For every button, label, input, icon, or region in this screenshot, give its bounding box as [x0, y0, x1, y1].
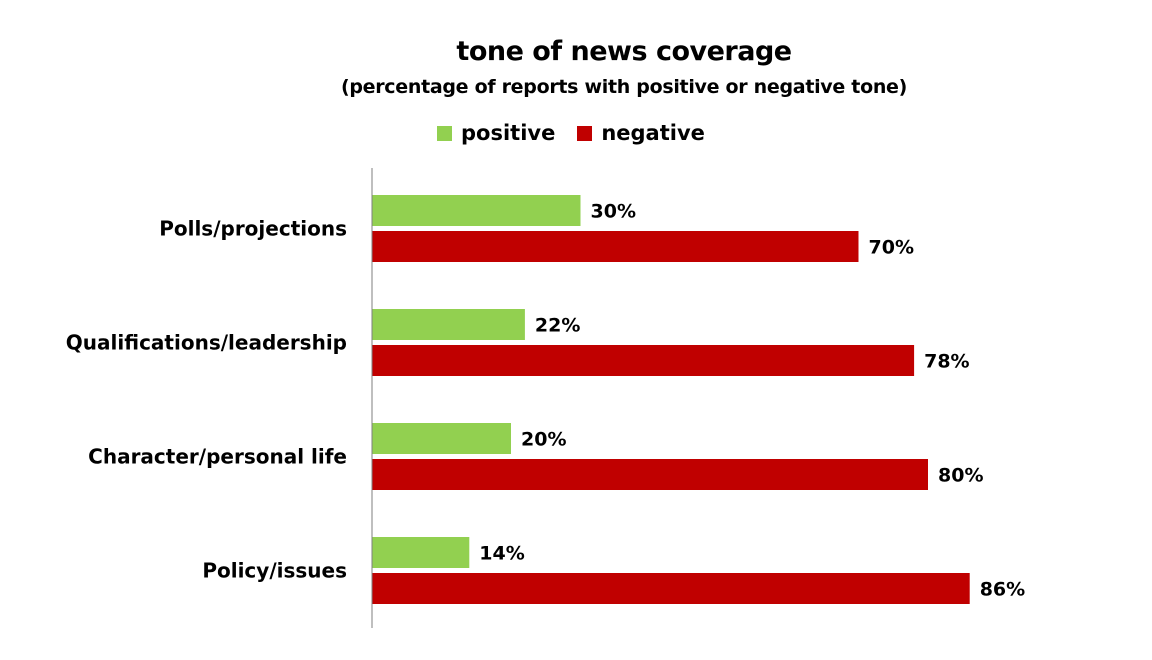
- data-label-positive-policy-issues: 14%: [479, 543, 524, 565]
- bar-negative-character-personal-life: [372, 459, 928, 490]
- chart-title: tone of news coverage: [456, 36, 792, 67]
- data-label-negative-polls-projections: 70%: [869, 237, 914, 259]
- legend-label-positive: positive: [461, 121, 556, 145]
- legend-label-negative: negative: [601, 121, 705, 145]
- bar-positive-policy-issues: [372, 537, 470, 568]
- legend-item-positive: positive: [437, 121, 555, 145]
- legend: positive negative: [437, 120, 727, 146]
- category-label-qualifications-leadership: Qualifications/leadership: [66, 331, 347, 355]
- category-label-character-personal-life: Character/personal life: [88, 445, 347, 469]
- category-label-policy-issues: Policy/issues: [202, 559, 347, 583]
- bar-positive-polls-projections: [372, 195, 581, 226]
- data-label-positive-character-personal-life: 20%: [521, 429, 566, 451]
- data-label-negative-policy-issues: 86%: [980, 579, 1025, 601]
- data-label-negative-character-personal-life: 80%: [938, 465, 983, 487]
- bar-positive-character-personal-life: [372, 423, 511, 454]
- bar-negative-polls-projections: [372, 231, 859, 262]
- legend-item-negative: negative: [577, 121, 705, 145]
- bar-positive-qualifications-leadership: [372, 309, 525, 340]
- data-label-positive-qualifications-leadership: 22%: [535, 315, 580, 337]
- data-label-negative-qualifications-leadership: 78%: [924, 351, 969, 373]
- chart-subtitle: (percentage of reports with positive or …: [340, 76, 908, 98]
- legend-swatch-negative: [577, 125, 593, 141]
- legend-swatch-positive: [437, 125, 452, 141]
- bar-negative-qualifications-leadership: [372, 345, 915, 376]
- category-label-polls-projections: Polls/projections: [159, 217, 347, 241]
- data-label-positive-polls-projections: 30%: [591, 201, 636, 223]
- bar-negative-policy-issues: [372, 573, 970, 604]
